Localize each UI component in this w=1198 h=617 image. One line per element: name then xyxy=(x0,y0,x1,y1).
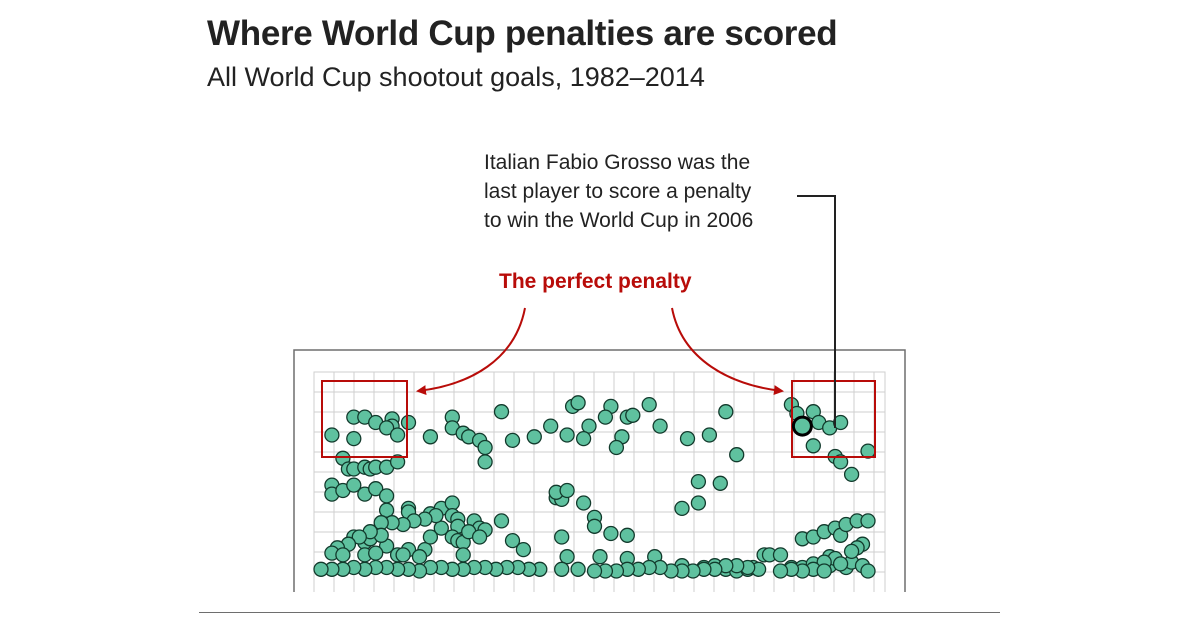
shot-point xyxy=(712,475,728,491)
shot-point xyxy=(351,529,367,545)
shot-point xyxy=(368,545,384,561)
arrow-to-right-zone xyxy=(671,307,784,396)
chart-title: Where World Cup penalties are scored xyxy=(207,14,838,53)
shot-point xyxy=(526,429,542,445)
annotation-line-3: to win the World Cup in 2006 xyxy=(484,209,754,232)
shot-point xyxy=(554,561,570,577)
shot-point xyxy=(816,563,832,579)
shot-point xyxy=(559,427,575,443)
shot-point xyxy=(378,420,395,436)
shot-point xyxy=(597,409,614,425)
shot-point xyxy=(570,395,586,411)
perfect-zone-left xyxy=(321,380,408,458)
shot-point xyxy=(543,418,559,434)
shot-point xyxy=(581,418,597,434)
shot-point xyxy=(772,563,789,579)
shot-point xyxy=(471,529,488,545)
annotation-leader-line xyxy=(797,195,836,428)
shot-point xyxy=(832,454,849,470)
shot-point xyxy=(832,556,849,572)
shot-point xyxy=(444,495,460,511)
shot-point xyxy=(455,547,471,563)
shot-point xyxy=(592,549,608,565)
shot-point xyxy=(554,529,570,545)
shot-point xyxy=(625,407,641,423)
perfect-penalty-label: The perfect penalty xyxy=(499,270,692,293)
shot-point xyxy=(378,502,395,518)
shot-point xyxy=(559,482,575,499)
shot-point xyxy=(652,418,668,434)
shot-point xyxy=(641,396,657,413)
shot-point xyxy=(389,427,406,443)
grosso-penalty-point xyxy=(791,415,813,437)
shot-point xyxy=(690,495,707,511)
shot-point xyxy=(493,513,510,529)
shot-point xyxy=(324,427,340,443)
shot-point xyxy=(504,532,521,549)
shot-point xyxy=(679,430,696,447)
shot-point xyxy=(729,447,745,463)
shot-point xyxy=(690,473,707,490)
shot-point xyxy=(389,454,406,470)
shot-point xyxy=(395,547,411,563)
shot-point xyxy=(493,404,510,420)
shot-point xyxy=(313,561,329,577)
shot-point xyxy=(805,438,821,454)
annotation-line-1: Italian Fabio Grosso was the xyxy=(484,151,751,174)
shot-point xyxy=(619,527,635,543)
shot-point xyxy=(433,520,449,536)
shot-point xyxy=(674,500,690,517)
shot-point xyxy=(400,414,417,431)
shot-point xyxy=(422,529,439,545)
shot-point xyxy=(335,547,351,563)
arrow-to-left-zone xyxy=(416,307,526,396)
shot-point xyxy=(575,495,592,511)
shot-point xyxy=(515,541,532,558)
annotation-line-2: last player to score a penalty xyxy=(484,180,752,203)
shot-point xyxy=(477,439,493,456)
shot-point xyxy=(559,549,575,565)
shot-point xyxy=(346,477,362,493)
goal-net-border xyxy=(313,371,886,592)
shot-point xyxy=(860,563,876,579)
goal-frame xyxy=(293,349,906,592)
perfect-zone-right xyxy=(791,380,876,458)
shot-point xyxy=(603,525,619,542)
shot-point xyxy=(586,563,603,579)
shot-point xyxy=(832,414,849,431)
footer-divider xyxy=(199,612,1000,613)
shot-point xyxy=(504,432,521,449)
shot-point xyxy=(772,547,789,563)
shot-point xyxy=(860,513,876,529)
shot-point xyxy=(346,430,362,447)
shot-point xyxy=(368,481,384,497)
shot-point xyxy=(570,561,586,577)
shot-point xyxy=(575,430,592,447)
shot-point xyxy=(378,488,395,504)
shot-point xyxy=(843,543,860,560)
shot-point xyxy=(718,404,734,420)
shot-point xyxy=(701,427,718,443)
chart-subtitle: All World Cup shootout goals, 1982–2014 xyxy=(207,62,705,92)
shot-points xyxy=(313,395,876,579)
shot-point xyxy=(411,549,428,565)
shot-point xyxy=(586,518,603,534)
shot-point xyxy=(608,439,625,456)
shot-point xyxy=(477,454,493,470)
grosso-annotation: Italian Fabio Grosso was the last player… xyxy=(484,148,753,235)
shot-point xyxy=(422,429,439,445)
shot-point xyxy=(843,466,860,483)
